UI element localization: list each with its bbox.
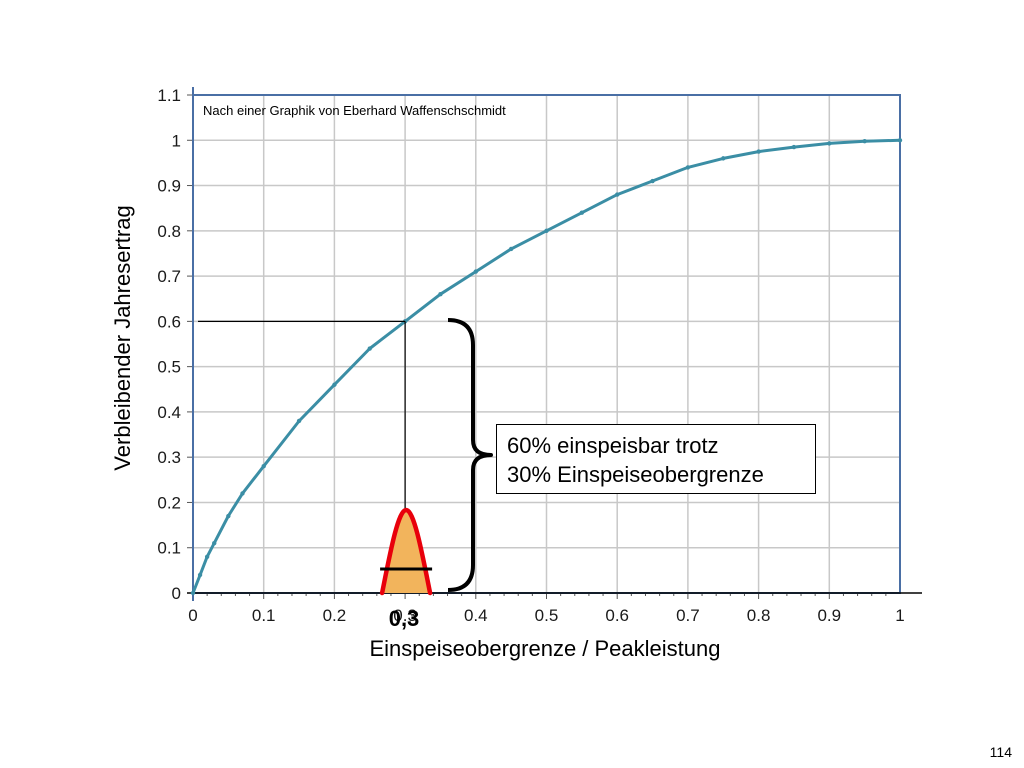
data-point [438,292,443,297]
x-tick-label: 0.9 [817,606,841,625]
marker-label: 0,3 [389,606,420,631]
x-tick-label: 0 [188,606,197,625]
x-tick-label: 0.3 [393,606,417,625]
source-note: Nach einer Graphik von Eberhard Waffensc… [203,103,506,118]
x-tick-label: 0.8 [747,606,771,625]
y-tick-label: 0.6 [157,312,181,331]
data-point [579,210,585,215]
x-tick-label: 1 [895,606,904,625]
data-point [261,464,266,469]
data-point [827,141,832,146]
data-point [544,228,549,234]
y-tick-label: 0.1 [157,539,181,558]
tick-labels: 0 0.1 0.2 0.3 0.4 0.5 0.6 0.7 0.8 0.9 1 0 0.1 0.2 0.3 0… [157,86,904,625]
annotation-line-1: 60% einspeisbar trotz [507,433,719,458]
data-point [897,138,903,143]
distribution-outline [379,507,433,596]
page-number: 114 [989,744,1012,760]
y-tick-label: 0.3 [157,448,181,467]
data-point [190,590,196,596]
x-tick-label: 0.7 [676,606,700,625]
axes [187,87,922,601]
data-point [240,491,245,496]
grid [193,94,901,593]
y-tick-label: 0.5 [157,358,181,377]
data-point [473,269,478,274]
data-point [204,554,210,559]
data-point [197,572,203,578]
data-point [721,156,726,161]
data-point [212,541,217,546]
y-tick-label: 0.4 [157,403,181,422]
data-point [862,138,867,144]
data-point [615,192,620,197]
series [190,138,903,596]
overlay [198,318,493,596]
y-tick-label: 0.8 [157,222,181,241]
x-tick-label: 0.6 [605,606,629,625]
data-point [685,165,691,170]
data-point [791,144,797,150]
x-tick-label: 0.2 [323,606,347,625]
data-point [650,178,655,184]
annotation-box: 60% einspeisbar trotz 30% Einspeiseoberg… [496,424,816,494]
y-axis-label: Verbleibender Jahresertrag [110,205,135,470]
y-tick-label: 0.2 [157,493,181,512]
y-tick-label: 1 [172,131,181,150]
data-point [226,513,231,519]
data-point [332,382,337,387]
y-tick-label: 0.7 [157,267,181,286]
data-point [296,418,302,424]
x-tick-label: 0.5 [535,606,559,625]
distribution-fill [382,510,431,593]
y-tick-label: 1.1 [157,86,181,105]
y-tick-label: 0.9 [157,177,181,196]
x-tick-label: 0.1 [252,606,276,625]
curly-brace [447,318,493,592]
x-axis-label: Einspeiseobergrenze / Peakleistung [369,636,720,661]
data-point [508,246,514,252]
data-point [367,346,372,351]
y-tick-label: 0 [172,584,181,603]
annotation-line-2: 30% Einspeiseobergrenze [507,462,764,487]
x-tick-label: 0.4 [464,606,488,625]
data-point [756,149,761,154]
